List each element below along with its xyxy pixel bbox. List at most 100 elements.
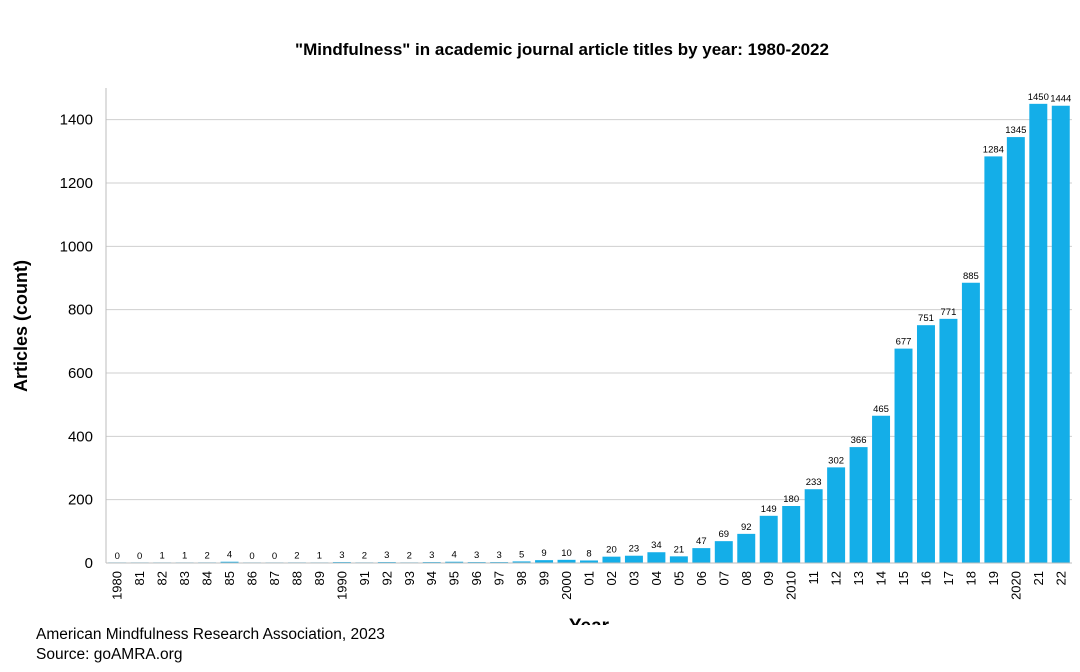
data-label: 3: [496, 550, 501, 561]
x-tick-label: 99: [537, 571, 552, 585]
y-tick-label: 0: [85, 555, 93, 572]
x-tick-label: 1980: [110, 571, 125, 600]
x-tick-label: 83: [177, 571, 192, 585]
bar: [894, 348, 913, 563]
bar: [1006, 137, 1025, 564]
x-tick-label: 19: [986, 571, 1001, 585]
x-tick-label: 15: [896, 571, 911, 585]
x-tick-label: 97: [492, 571, 507, 585]
data-label: 1: [160, 551, 165, 562]
y-tick-label: 600: [68, 365, 93, 382]
x-tick-label: 21: [1031, 571, 1046, 585]
chart-title: "Mindfulness" in academic journal articl…: [295, 40, 829, 59]
bar: [961, 282, 980, 563]
bar: [692, 548, 711, 563]
x-tick-label: 2010: [784, 571, 799, 600]
data-label: 92: [741, 522, 752, 533]
data-label: 8: [586, 548, 591, 559]
x-tick-label: 89: [312, 571, 327, 585]
data-label: 771: [941, 307, 957, 318]
y-tick-label: 800: [68, 302, 93, 319]
bar: [669, 556, 688, 563]
x-tick-label: 2020: [1008, 571, 1023, 600]
x-tick-label: 09: [761, 571, 776, 585]
x-tick-label: 05: [671, 571, 686, 585]
x-tick-label: 01: [582, 571, 597, 585]
data-label: 2: [362, 550, 367, 561]
data-label: 1345: [1005, 125, 1026, 136]
data-label: 3: [474, 550, 479, 561]
data-label: 1: [317, 551, 322, 562]
x-axis-ticks: 1980 81 82 83 84 85 86 87 88 89 1990 91 92 93 94 95 96 97…: [110, 571, 1069, 600]
data-label: 3: [429, 550, 434, 561]
data-label: 149: [761, 504, 777, 515]
x-tick-label: 85: [222, 571, 237, 585]
bar: [782, 506, 801, 563]
bar: [602, 556, 621, 563]
x-tick-label: 16: [918, 571, 933, 585]
data-label: 47: [696, 536, 707, 547]
y-tick-label: 1200: [60, 175, 93, 192]
x-tick-label: 02: [604, 571, 619, 585]
bar: [984, 156, 1003, 563]
y-tick-label: 400: [68, 428, 93, 445]
bar: [804, 489, 823, 563]
x-tick-label: 93: [402, 571, 417, 585]
x-tick-label: 12: [829, 571, 844, 585]
bar: [580, 560, 598, 563]
bar: [512, 561, 531, 563]
data-label: 1444: [1050, 94, 1071, 105]
data-label: 23: [629, 544, 640, 555]
bar: [939, 318, 958, 563]
x-tick-label: 18: [963, 571, 978, 585]
data-label: 9: [541, 548, 546, 559]
data-label: 0: [249, 551, 254, 562]
data-label: 5: [519, 549, 524, 560]
bar: [827, 467, 846, 563]
x-tick-label: 13: [851, 571, 866, 585]
bar: [916, 325, 935, 563]
bar: [557, 559, 576, 563]
bar: [220, 561, 239, 563]
data-label: 1: [182, 551, 187, 562]
bar: [647, 552, 666, 563]
data-label: 465: [873, 404, 889, 415]
x-tick-label: 03: [626, 571, 641, 585]
x-tick-label: 94: [424, 571, 439, 585]
y-axis-ticks: 0 200 400 600 800 1000 1200 1400: [60, 112, 93, 572]
x-tick-label: 91: [357, 571, 372, 585]
data-label: 2: [294, 550, 299, 561]
data-label: 69: [719, 529, 730, 540]
bar: [849, 447, 868, 563]
x-tick-label: 22: [1053, 571, 1068, 585]
bar: [624, 555, 643, 563]
data-label: 2: [204, 550, 209, 561]
x-tick-label: 1990: [334, 571, 349, 600]
y-tick-label: 1400: [60, 112, 93, 129]
data-label: 20: [606, 545, 617, 556]
data-label: 34: [651, 540, 662, 551]
data-label: 180: [783, 494, 799, 505]
x-tick-label: 88: [289, 571, 304, 585]
x-tick-label: 98: [514, 571, 529, 585]
bar: [535, 560, 554, 563]
x-tick-label: 87: [267, 571, 282, 585]
x-tick-label: 92: [379, 571, 394, 585]
bar: [445, 561, 464, 563]
x-tick-label: 14: [874, 571, 889, 585]
x-tick-label: 07: [716, 571, 731, 585]
data-label: 21: [674, 544, 685, 555]
bars: [108, 103, 1070, 564]
bar: [759, 515, 778, 563]
data-label: 4: [227, 550, 232, 561]
data-label: 10: [561, 548, 572, 559]
data-label: 885: [963, 271, 979, 282]
data-label: 0: [137, 551, 142, 562]
data-label: 0: [272, 551, 277, 562]
x-tick-label: 06: [694, 571, 709, 585]
x-tick-label: 81: [132, 571, 147, 585]
y-axis-label: Articles (count): [11, 260, 31, 392]
x-tick-label: 82: [155, 571, 170, 585]
x-tick-label: 84: [200, 571, 215, 585]
bar: [1051, 105, 1070, 563]
